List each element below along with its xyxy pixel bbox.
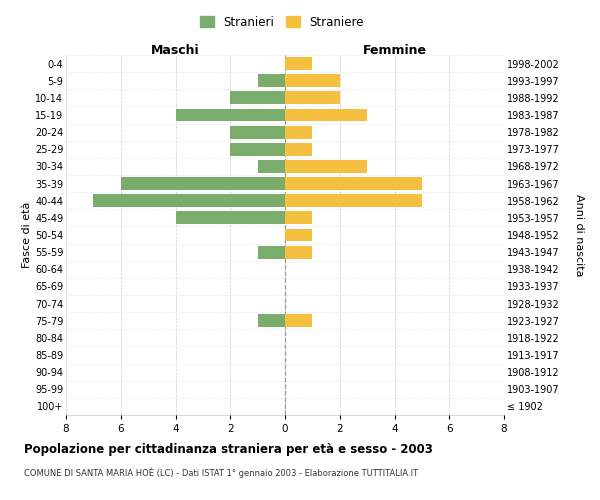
Text: Femmine: Femmine [362, 44, 427, 58]
Bar [285, 74, 340, 87]
Legend: Stranieri, Straniere: Stranieri, Straniere [195, 11, 369, 34]
Bar [121, 177, 285, 190]
Bar [176, 212, 285, 224]
Bar [285, 108, 367, 122]
Y-axis label: Anni di nascita: Anni di nascita [574, 194, 584, 276]
Bar [285, 57, 313, 70]
Bar [257, 246, 285, 258]
Bar [285, 314, 313, 327]
Bar [285, 246, 313, 258]
Bar [257, 314, 285, 327]
Text: COMUNE DI SANTA MARIA HOÈ (LC) - Dati ISTAT 1° gennaio 2003 - Elaborazione TUTTI: COMUNE DI SANTA MARIA HOÈ (LC) - Dati IS… [24, 468, 418, 478]
Bar [257, 160, 285, 173]
Y-axis label: Fasce di età: Fasce di età [22, 202, 32, 268]
Bar [285, 160, 367, 173]
Bar [230, 143, 285, 156]
Bar [230, 126, 285, 138]
Bar [285, 177, 422, 190]
Bar [230, 92, 285, 104]
Bar [285, 92, 340, 104]
Bar [176, 108, 285, 122]
Text: Maschi: Maschi [151, 44, 200, 58]
Bar [285, 143, 313, 156]
Bar [285, 228, 313, 241]
Bar [285, 194, 422, 207]
Bar [285, 126, 313, 138]
Bar [257, 74, 285, 87]
Bar [285, 212, 313, 224]
Bar [94, 194, 285, 207]
Text: Popolazione per cittadinanza straniera per età e sesso - 2003: Popolazione per cittadinanza straniera p… [24, 442, 433, 456]
